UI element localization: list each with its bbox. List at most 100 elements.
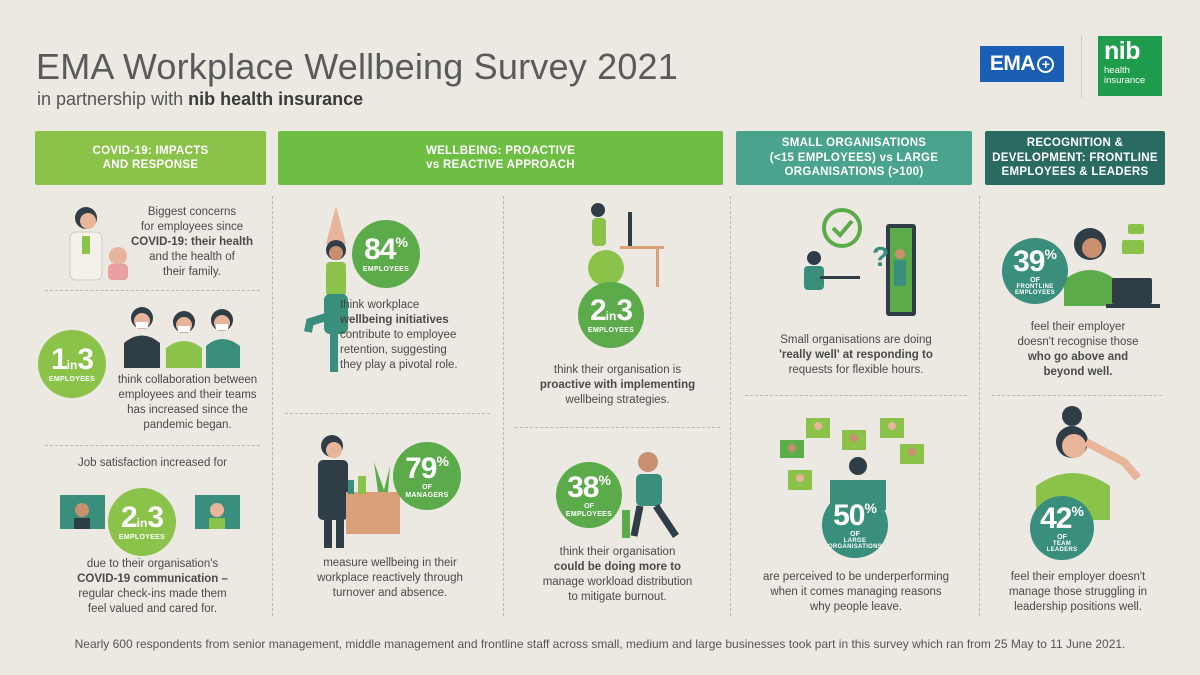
stat-text-line: employees and their teams <box>118 388 257 401</box>
video-call-illustration <box>60 495 240 529</box>
stat-text-line: has increased since the <box>127 403 248 416</box>
stat-big: 2 <box>120 501 138 534</box>
stat-79-circle: 79% OF MANAGERS <box>393 442 461 510</box>
stat-text-line: COVID-19 communication – <box>77 572 228 585</box>
covid-concern-line: their family. <box>163 265 221 278</box>
stat-label: EMPLOYEES <box>565 510 613 518</box>
stat-text-line: wellbeing initiatives <box>340 313 449 326</box>
stat-of: OF <box>850 530 860 538</box>
stat-label-line2: EMPLOYEES <box>1014 289 1056 296</box>
stat-text-line: due to their organisation's <box>86 558 219 570</box>
headset-worker-illustration <box>1064 224 1160 308</box>
divider <box>730 196 731 616</box>
plus-icon: + <box>1037 55 1055 73</box>
stat-text-line: when it comes managing reasons <box>770 585 942 598</box>
stat-text-line: feel valued and cared for. <box>87 602 218 615</box>
job-satisfaction-text: Job satisfaction increased for <box>78 457 227 469</box>
small-org-illustration: ? <box>804 208 916 316</box>
stat-unit: % <box>436 452 449 469</box>
stat-big: 1 <box>50 343 68 376</box>
stat-2in3-proactive-text: think their organisation is proactive wi… <box>515 363 720 408</box>
stat-unit: % <box>1071 502 1084 519</box>
stat-label-line2: LEADERS <box>1046 546 1078 553</box>
header-orgs-line3: ORGANISATIONS (>100) <box>784 166 924 179</box>
stat-of: OF <box>422 483 432 491</box>
stat-2in3-text: due to their organisation's COVID-19 com… <box>45 557 260 617</box>
stat-text-line: think their organisation is <box>553 364 682 376</box>
nib-logo-sub2: insurance <box>1104 74 1146 86</box>
stat-50-text: are perceived to be underperforming when… <box>745 570 967 615</box>
header-recog-line2: DEVELOPMENT: FRONTLINE <box>992 151 1158 164</box>
stat-text-line: manage workload distribution <box>542 575 693 588</box>
covid-concern-line: COVID-19: their health <box>130 235 254 248</box>
divider <box>515 427 720 428</box>
stat-text-line: retention, suggesting <box>340 343 447 356</box>
stat-text-line: they play a pivotal role. <box>340 358 458 371</box>
covid-concern-line: and the health of <box>149 250 235 263</box>
desk-worker-illustration <box>588 203 664 287</box>
stat-text-line: could be doing more to <box>553 560 682 573</box>
box-carrier-illustration <box>318 435 400 548</box>
stat-unit: % <box>395 234 408 250</box>
stat-1in3-circle: 1in3 EMPLOYEES <box>38 330 106 398</box>
stat-38-circle: 38% OF EMPLOYEES <box>556 462 622 528</box>
stat-big2: 3 <box>77 343 94 376</box>
stat-2in3-proactive-circle: 2in3 EMPLOYEES <box>578 282 644 348</box>
subtitle-prefix: in partnership with <box>37 89 189 109</box>
stat-text-line: who go above and <box>1027 350 1129 363</box>
stat-number: 38 <box>567 470 599 504</box>
stat-unit: % <box>1044 245 1057 262</box>
svg-text:?: ? <box>872 241 889 272</box>
stat-of: OF <box>1030 276 1040 284</box>
stat-text-line: think workplace <box>340 299 420 311</box>
divider <box>503 196 504 616</box>
header-recog-line3: EMPLOYEES & LEADERS <box>1001 166 1149 179</box>
stat-text-line: feel their employer <box>1030 321 1126 333</box>
stat-in: in <box>66 358 78 372</box>
stat-text-line: pandemic began. <box>143 418 232 431</box>
header-wellbeing-line2: vs REACTIVE APPROACH <box>426 159 575 171</box>
stat-text-line: regular check-ins made them <box>78 587 227 600</box>
stat-of: OF <box>584 502 594 510</box>
stat-text-line: wellbeing strategies. <box>565 393 670 406</box>
header-recognition: RECOGNITION & DEVELOPMENT: FRONTLINE EMP… <box>985 131 1165 185</box>
covid-concern-text: Biggest concerns for employees since COV… <box>122 205 262 280</box>
stat-text-line: turnover and absence. <box>332 586 448 599</box>
header-recog-line1: RECOGNITION & <box>1026 137 1124 150</box>
ema-logo: EMA + <box>980 46 1064 82</box>
yoga-person-illustration <box>304 206 348 372</box>
stat-text-line: requests for flexible hours. <box>788 363 924 376</box>
stat-unit: % <box>864 499 877 516</box>
divider <box>285 413 490 414</box>
logo-divider <box>1081 36 1082 98</box>
divider <box>745 395 967 396</box>
stat-84-circle: 84% EMPLOYEES <box>352 220 420 288</box>
subtitle-partner: nib health insurance <box>188 89 364 109</box>
masked-people-illustration <box>124 307 240 368</box>
divider <box>272 196 273 616</box>
header-orgs-line1: SMALL ORGANISATIONS <box>781 137 927 150</box>
nib-logo-sub1: health <box>1104 65 1130 76</box>
stat-unit: % <box>598 471 611 488</box>
divider <box>45 445 260 446</box>
nib-logo: nib health insurance <box>1098 36 1162 96</box>
stat-42-circle: 42% OF TEAM LEADERS <box>1030 496 1094 560</box>
stat-text-line: contribute to employee <box>340 328 457 341</box>
stat-label: EMPLOYEES <box>118 534 166 541</box>
divider <box>45 290 260 291</box>
stat-number: 79 <box>405 451 437 485</box>
stat-big2: 3 <box>616 294 633 327</box>
stat-number: 84 <box>364 233 396 266</box>
page-subtitle: in partnership with nib health insurance <box>37 89 363 110</box>
small-org-text: Small organisations are doing 'really we… <box>745 333 967 378</box>
stat-big: 2 <box>589 294 607 327</box>
header-covid-label: COVID-19: IMPACTS AND RESPONSE <box>92 144 209 171</box>
stat-text-line: to mitigate burnout. <box>568 590 667 603</box>
page-title: EMA Workplace Wellbeing Survey 2021 <box>36 46 678 87</box>
stat-text-line: doesn't recognise those <box>1017 335 1139 348</box>
stat-text-line: why people leave. <box>809 600 903 613</box>
stat-text-line: feel their employer doesn't <box>1010 571 1146 583</box>
stat-50-circle: 50% OF LARGE ORGANISATIONS <box>822 492 888 558</box>
stat-in: in <box>136 516 148 530</box>
stat-text-line: measure wellbeing in their <box>323 557 457 569</box>
